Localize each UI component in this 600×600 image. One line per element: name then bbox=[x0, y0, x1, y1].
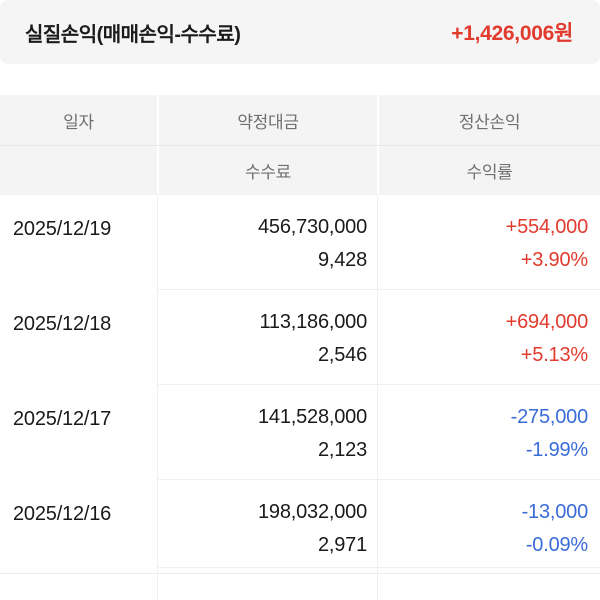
date-cell: 2025/12/16 bbox=[0, 480, 157, 568]
header-return-rate: 수익률 bbox=[377, 146, 600, 194]
amount-fee-cell bbox=[157, 573, 377, 600]
header-fee: 수수료 bbox=[157, 146, 377, 194]
return-value: -0.09% bbox=[525, 534, 588, 556]
amount-value: 141,528,000 bbox=[257, 406, 367, 428]
pnl-value: -13,000 bbox=[521, 501, 589, 523]
amount-fee-cell: 113,186,000 2,546 bbox=[157, 290, 377, 385]
column-divider bbox=[157, 195, 158, 600]
net-profit-summary: 실질손익(매매손익-수수료) +1,426,006원 bbox=[0, 0, 600, 64]
pnl-value: -275,000 bbox=[510, 406, 589, 428]
amount-fee-cell: 456,730,000 9,428 bbox=[157, 195, 377, 290]
date-value: 2025/12/18 bbox=[13, 313, 112, 335]
pnl-cell: +694,000 +5.13% bbox=[377, 290, 600, 385]
fee-value: 9,428 bbox=[317, 249, 367, 271]
header-contract-amount: 약정대금 bbox=[157, 95, 377, 145]
amount-value: 456,730,000 bbox=[257, 216, 367, 238]
summary-value: +1,426,006원 bbox=[451, 22, 573, 45]
date-value: 2025/12/16 bbox=[13, 503, 112, 525]
column-divider bbox=[377, 195, 378, 600]
table-row[interactable]: 2025/12/18 113,186,000 2,546 +694,000 +5… bbox=[0, 290, 600, 385]
fee-value: 2,546 bbox=[317, 344, 367, 366]
date-value: 2025/12/17 bbox=[13, 408, 112, 430]
amount-value: 198,032,000 bbox=[257, 501, 367, 523]
fee-value: 2,123 bbox=[317, 439, 367, 461]
return-value: -1.99% bbox=[525, 439, 588, 461]
return-value: +3.90% bbox=[520, 249, 588, 271]
table-header-row-2: 수수료 수익률 bbox=[0, 145, 600, 194]
table-row[interactable]: 2025/12/17 141,528,000 2,123 -275,000 -1… bbox=[0, 385, 600, 480]
date-value: 2025/12/19 bbox=[13, 218, 112, 240]
table-row[interactable]: 2025/12/19 456,730,000 9,428 +554,000 +3… bbox=[0, 195, 600, 290]
header-date: 일자 bbox=[63, 112, 94, 132]
pnl-value: +554,000 bbox=[505, 216, 589, 238]
pnl-table-body: 2025/12/19 456,730,000 9,428 +554,000 +3… bbox=[0, 195, 600, 600]
table-row[interactable]: 2025/12/16 198,032,000 2,971 -13,000 -0.… bbox=[0, 480, 600, 568]
table-row-partial[interactable] bbox=[0, 573, 600, 600]
summary-label: 실질손익(매매손익-수수료) bbox=[25, 23, 241, 46]
pnl-cell: -13,000 -0.09% bbox=[377, 480, 600, 568]
date-cell bbox=[0, 573, 157, 600]
date-cell: 2025/12/19 bbox=[0, 195, 157, 290]
fee-value: 2,971 bbox=[317, 534, 367, 556]
amount-value: 113,186,000 bbox=[259, 311, 367, 333]
pnl-value: +694,000 bbox=[505, 311, 589, 333]
table-header-row-1: 일자 약정대금 정산손익 bbox=[0, 95, 600, 145]
pnl-cell: -275,000 -1.99% bbox=[377, 385, 600, 480]
header-settlement-pnl: 정산손익 bbox=[377, 95, 600, 145]
pnl-cell bbox=[377, 573, 600, 600]
amount-fee-cell: 198,032,000 2,971 bbox=[157, 480, 377, 568]
return-value: +5.13% bbox=[520, 344, 588, 366]
date-cell: 2025/12/17 bbox=[0, 385, 157, 480]
table-header: 일자 약정대금 정산손익 수수료 수익률 bbox=[0, 95, 600, 195]
header-empty bbox=[0, 146, 157, 194]
date-cell: 2025/12/18 bbox=[0, 290, 157, 385]
amount-fee-cell: 141,528,000 2,123 bbox=[157, 385, 377, 480]
pnl-cell: +554,000 +3.90% bbox=[377, 195, 600, 290]
